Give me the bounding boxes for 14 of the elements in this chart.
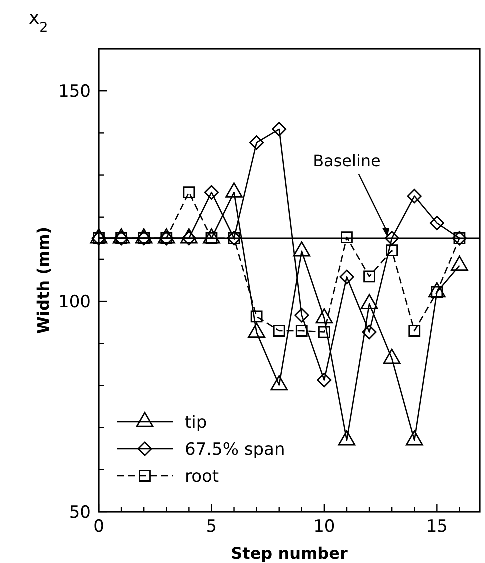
y-tick-label: 150: [58, 82, 91, 102]
legend-label: 67.5% span: [185, 440, 286, 460]
legend-label: tip: [185, 412, 208, 433]
x-tick-label: 0: [94, 517, 104, 537]
y-tick-label: 100: [58, 292, 91, 312]
x-tick-label: 10: [314, 517, 336, 537]
y-axis-title: Width (mm): [34, 226, 53, 334]
x-tick-label: 5: [206, 517, 218, 537]
y-tick-label: 50: [69, 502, 91, 523]
legend-label: root: [185, 466, 220, 487]
x-axis-title: Step number: [231, 544, 348, 563]
chart-title: x$_{2}$: [29, 8, 48, 36]
x-tick-label: 15: [426, 517, 448, 537]
ref-line-label: Baseline: [313, 151, 381, 170]
